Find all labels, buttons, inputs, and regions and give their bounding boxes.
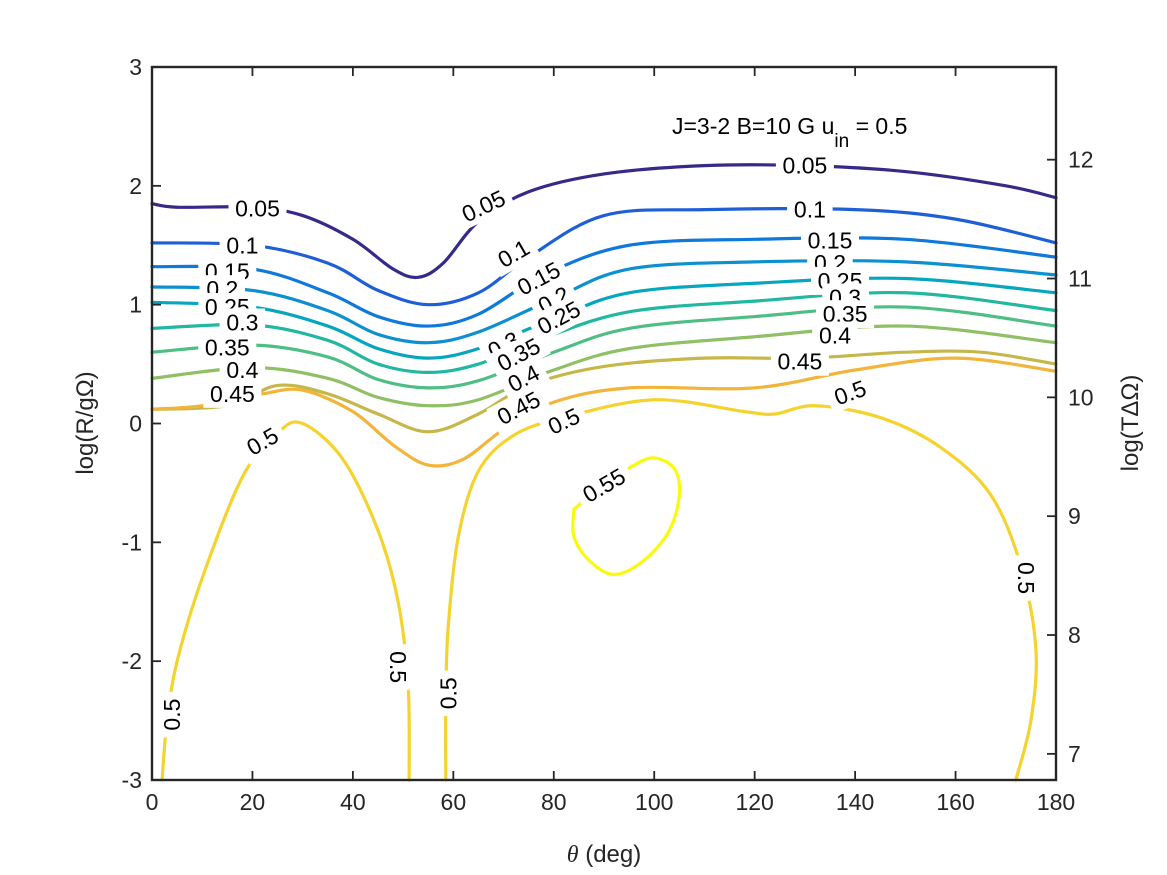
contour-label-0.45: 0.45 [210, 381, 255, 407]
y-tick-label-1: 1 [129, 292, 142, 318]
contour-label-mask [235, 417, 290, 465]
contour-label-mask [812, 321, 858, 350]
contour-label-mask [775, 151, 834, 180]
chart-annotation: J=3-2 B=10 G uin = 0.5 [672, 113, 907, 152]
contour-label-0.5: 0.5 [159, 699, 185, 731]
x-tick-label-60: 60 [441, 789, 467, 815]
contour-label-group-1-0: 0.1 [219, 231, 266, 260]
contour-line-0.5-9 [150, 356, 1058, 468]
contour-label-group-11-0: 0.5 [434, 670, 463, 717]
y-tick-label--1: -1 [122, 529, 142, 555]
y2-tick-label-7: 7 [1068, 741, 1081, 767]
y-tick-label-0: 0 [129, 411, 142, 437]
x-tick-label-180: 180 [1037, 789, 1075, 815]
contour-label-group-8-2: 0.45 [770, 347, 829, 376]
right-y-axis-title: log(TΔΩ) [1117, 375, 1144, 472]
x-axis-title: θ (deg) [567, 841, 642, 868]
contour-label-mask [787, 195, 833, 224]
contour-label-group-8-0: 0.45 [203, 379, 262, 408]
x-axis-ticks: 0 20 40 60 80 100 120 140 160 180 [146, 67, 1075, 815]
contour-label-0.3: 0.3 [226, 310, 258, 336]
x-tick-label-40: 40 [340, 789, 366, 815]
x-tick-label-20: 20 [240, 789, 266, 815]
contour-label-mask [451, 181, 516, 231]
contour-label-mask [486, 328, 551, 381]
x-tick-label-140: 140 [836, 789, 874, 815]
contour-label-group-6-0: 0.35 [198, 333, 257, 362]
contour-line-0.55-12 [571, 456, 682, 577]
contour-label-mask [571, 458, 637, 512]
contour-label-0.4: 0.4 [226, 357, 258, 383]
y-axis-title: log(R/gΩ) [72, 371, 99, 474]
y-tick-label--2: -2 [122, 648, 142, 674]
contour-label-mask [203, 379, 262, 408]
contour-label-mask [770, 347, 829, 376]
y2-tick-label-11: 11 [1068, 266, 1092, 292]
y-tick-label-2: 2 [129, 173, 142, 199]
contour-label-mask [219, 231, 266, 260]
contour-label-mask [1011, 555, 1040, 601]
contour-label-mask [434, 670, 463, 717]
x-axis-title-symbol: θ [567, 842, 579, 868]
contour-label-0.5: 0.5 [1013, 562, 1039, 594]
contour-label-mask [506, 252, 571, 305]
y2-tick-label-12: 12 [1068, 147, 1094, 173]
x-axis-title-text: (deg) [579, 841, 642, 868]
contour-label-mask [537, 398, 591, 444]
y-tick-label--3: -3 [122, 767, 142, 793]
contour-line-0.2-3 [150, 259, 1058, 345]
contour-label-mask [228, 194, 287, 223]
right-y-axis-ticks: 7 8 9 10 11 12 [1047, 147, 1094, 767]
y2-tick-label-10: 10 [1068, 384, 1094, 410]
y-axis-ticks: -3 -2 -1 0 1 2 3 [122, 54, 161, 793]
contour-label-0.1: 0.1 [226, 232, 258, 258]
contour-label-group-10-2: 0.5 [384, 644, 413, 690]
contour-label-group-7-0: 0.4 [219, 356, 266, 384]
x-tick-label-0: 0 [146, 789, 159, 815]
contour-label-group-11-3: 0.5 [1011, 555, 1040, 601]
contour-label-0.5: 0.5 [385, 651, 411, 683]
contour-label-mask [219, 356, 266, 384]
contour-line-0.5-10 [160, 420, 411, 782]
contour-label-mask [496, 355, 551, 402]
contour-label-group-7-2: 0.4 [812, 321, 858, 350]
contour-label-0.05: 0.05 [235, 195, 280, 221]
contour-label-0.1: 0.1 [794, 197, 826, 223]
contour-label-mask [486, 382, 551, 435]
contour-label-group-5-0: 0.3 [219, 308, 266, 337]
contour-label-0.45: 0.45 [778, 349, 823, 375]
annotation-main: J=3-2 B=10 G u [672, 113, 834, 139]
contour-label-group-0-2: 0.05 [775, 151, 834, 180]
contour-label-mask [823, 371, 877, 414]
contour-label-group-10-0: 0.5 [158, 691, 187, 738]
contour-label-mask [486, 230, 541, 278]
y-tick-label-3: 3 [129, 54, 142, 80]
contour-label-group-1-2: 0.1 [787, 195, 833, 224]
contour-labels: 0.05 0.050.050.1 0.10.10.15 0.150.150.2 0.20… [158, 151, 1040, 738]
contour-label-mask [219, 308, 266, 337]
contour-label-mask [158, 691, 187, 738]
x-tick-label-80: 80 [541, 789, 567, 815]
x-tick-label-160: 160 [936, 789, 974, 815]
contour-label-0.4: 0.4 [819, 323, 851, 349]
contour-label-0.05: 0.05 [783, 153, 828, 179]
y2-tick-label-9: 9 [1068, 503, 1081, 529]
x-tick-label-100: 100 [635, 789, 673, 815]
contour-label-mask [384, 644, 413, 690]
contour-label-mask [526, 291, 591, 344]
contour-label-group-0-0: 0.05 [228, 194, 287, 223]
contour-label-mask [527, 276, 581, 323]
x-tick-label-120: 120 [735, 789, 773, 815]
contour-label-0.5: 0.5 [435, 677, 461, 709]
y2-tick-label-8: 8 [1068, 622, 1081, 648]
annotation-subscript: in [834, 131, 849, 152]
annotation-tail: = 0.5 [849, 113, 907, 139]
